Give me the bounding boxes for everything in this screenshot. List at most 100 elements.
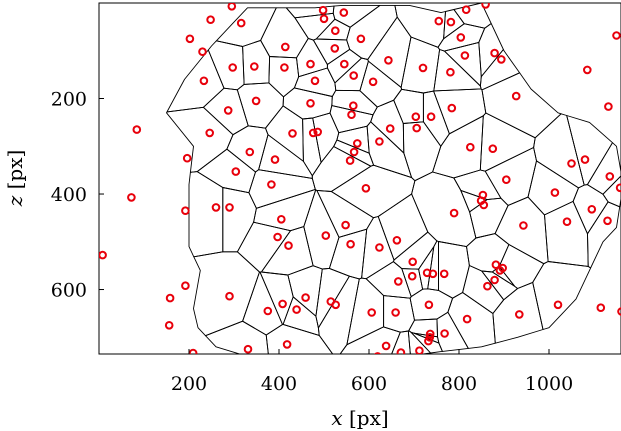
- data-point: [346, 239, 355, 249]
- data-point: [481, 3, 490, 9]
- data-point: [231, 167, 241, 176]
- data-point: [225, 203, 234, 212]
- data-point: [580, 155, 590, 164]
- data-point: [515, 310, 524, 319]
- data-point: [605, 172, 615, 181]
- data-point: [99, 250, 107, 260]
- data-point: [562, 217, 572, 226]
- voronoi-cell: [447, 292, 496, 349]
- data-point: [488, 144, 498, 153]
- data-point: [391, 308, 400, 317]
- data-point: [550, 188, 560, 197]
- data-point: [490, 48, 499, 58]
- data-point: [245, 147, 255, 157]
- data-points: [99, 3, 621, 354]
- data-point: [384, 56, 393, 65]
- data-point: [188, 348, 198, 354]
- data-point: [449, 208, 459, 218]
- data-point: [181, 281, 190, 291]
- data-point: [511, 91, 521, 101]
- data-point: [374, 352, 382, 354]
- y-tick-label: 400: [51, 184, 87, 206]
- data-point: [502, 175, 511, 184]
- data-point: [182, 153, 192, 163]
- data-point: [519, 221, 528, 230]
- data-point: [349, 147, 359, 157]
- x-tick-label: 200: [171, 373, 207, 395]
- data-point: [263, 306, 273, 316]
- voronoi-cell: [407, 330, 432, 354]
- data-point: [426, 112, 436, 121]
- x-tick-label: 800: [441, 373, 477, 395]
- y-axis-var: z: [3, 195, 27, 207]
- data-point: [313, 127, 323, 137]
- data-point: [361, 184, 371, 193]
- data-point: [491, 260, 501, 270]
- data-point: [612, 31, 621, 40]
- data-point: [587, 205, 597, 214]
- data-point: [211, 203, 221, 212]
- data-point: [345, 156, 355, 165]
- data-point: [306, 99, 315, 108]
- x-tick-label: 400: [261, 373, 297, 395]
- data-point: [483, 281, 492, 291]
- data-point: [498, 263, 508, 273]
- data-point: [181, 206, 190, 215]
- data-point: [127, 193, 136, 202]
- data-point: [385, 124, 395, 133]
- x-axis-var: x: [331, 406, 342, 430]
- data-point: [292, 305, 301, 314]
- data-point: [603, 216, 612, 226]
- data-point: [301, 293, 310, 302]
- data-point: [306, 59, 315, 69]
- data-point: [596, 303, 606, 313]
- x-axis-unit: [px]: [349, 406, 389, 430]
- data-point: [282, 340, 292, 349]
- plot-area: [99, 3, 621, 354]
- data-point: [284, 241, 293, 250]
- y-axis-ticks: 200 400 600: [51, 89, 104, 302]
- data-point: [583, 65, 592, 75]
- y-tick-label: 600: [51, 280, 87, 302]
- plot-frame: [98, 2, 621, 355]
- x-axis-ticks: 200 400 600 800 1000: [171, 349, 573, 395]
- data-point: [439, 269, 449, 279]
- data-point: [330, 44, 340, 53]
- data-point: [375, 137, 384, 146]
- data-point: [447, 103, 457, 113]
- data-point: [198, 47, 207, 57]
- data-point: [164, 321, 174, 330]
- data-point: [331, 300, 341, 310]
- data-point: [434, 16, 444, 26]
- data-point: [340, 59, 349, 69]
- data-point: [251, 96, 261, 106]
- data-point: [267, 180, 276, 189]
- data-point: [604, 102, 613, 111]
- data-point: [349, 101, 358, 110]
- data-point: [225, 291, 234, 301]
- data-point: [615, 183, 621, 193]
- x-axis-title: x [px]: [331, 406, 388, 430]
- voronoi-edges: [166, 3, 621, 354]
- data-point: [227, 3, 237, 11]
- x-tick-label: 1000: [525, 373, 573, 395]
- data-point: [490, 275, 499, 285]
- data-point: [243, 344, 253, 354]
- data-point: [278, 299, 287, 309]
- data-point: [165, 293, 175, 303]
- data-point: [319, 14, 329, 24]
- data-point: [223, 106, 233, 115]
- data-point: [462, 314, 472, 324]
- data-point: [353, 139, 362, 148]
- data-point: [236, 18, 246, 28]
- data-point: [446, 67, 455, 77]
- data-point: [347, 110, 356, 119]
- data-point: [199, 76, 209, 86]
- data-point: [288, 129, 297, 138]
- data-point: [392, 236, 402, 245]
- data-point: [205, 128, 214, 138]
- data-point: [425, 333, 435, 342]
- data-point: [375, 243, 384, 252]
- data-point: [381, 341, 391, 351]
